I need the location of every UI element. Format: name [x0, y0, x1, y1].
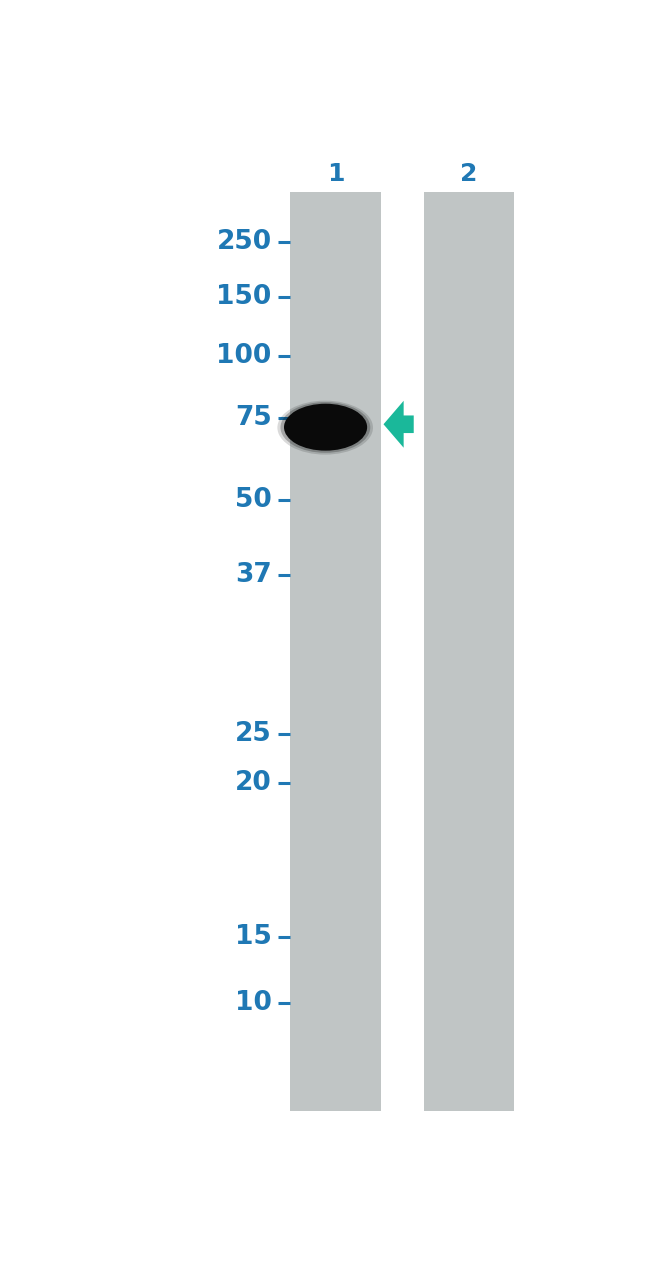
- Text: 15: 15: [235, 923, 272, 950]
- Text: 1: 1: [327, 161, 344, 185]
- Text: 100: 100: [216, 343, 272, 368]
- Text: 150: 150: [216, 284, 272, 310]
- Text: 37: 37: [235, 561, 272, 588]
- Text: 10: 10: [235, 991, 272, 1016]
- Text: 250: 250: [216, 230, 272, 255]
- Ellipse shape: [281, 403, 370, 453]
- FancyArrow shape: [384, 401, 414, 448]
- Bar: [291, 192, 381, 1111]
- Text: 75: 75: [235, 405, 272, 432]
- Ellipse shape: [278, 400, 373, 455]
- Text: 50: 50: [235, 486, 272, 513]
- Bar: [424, 192, 515, 1111]
- Text: 25: 25: [235, 721, 272, 747]
- Text: 2: 2: [460, 161, 478, 185]
- Ellipse shape: [284, 404, 367, 451]
- Text: 20: 20: [235, 770, 272, 796]
